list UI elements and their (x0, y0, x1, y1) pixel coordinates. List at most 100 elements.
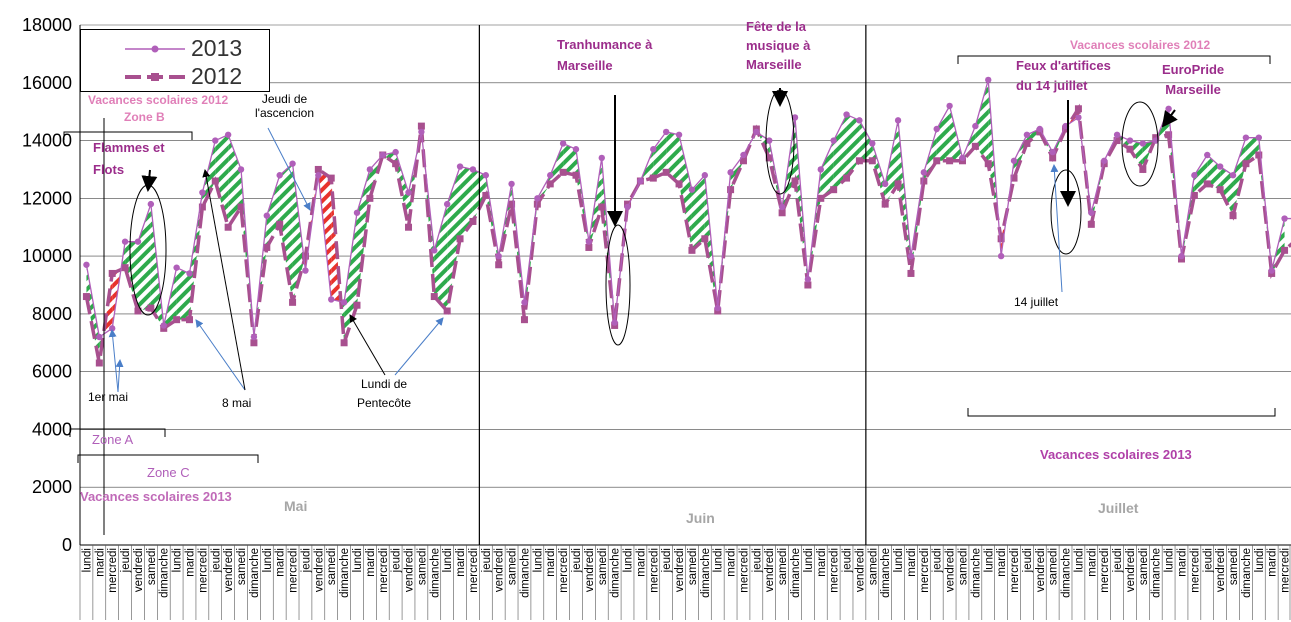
x-tick-label: mercredi (1280, 548, 1291, 593)
x-tick-label: mercredi (468, 548, 480, 593)
x-tick-label: mercredi (378, 548, 390, 593)
point-2012 (198, 203, 206, 211)
point-2013 (482, 172, 490, 179)
x-tick-label: vendredi (1215, 548, 1227, 592)
point-2012 (572, 171, 580, 179)
point-2013 (224, 131, 232, 138)
x-tick-label: dimanche (970, 548, 982, 598)
x-tick-label: mardi (726, 548, 738, 577)
x-tick-label: vendredi (854, 548, 866, 592)
increase-area (176, 267, 190, 320)
point-2012 (353, 301, 361, 309)
point-2012 (1190, 191, 1198, 199)
point-2013 (869, 140, 876, 147)
point-2013 (456, 163, 464, 170)
point-2013 (920, 169, 928, 176)
point-2013 (1010, 157, 1018, 164)
increase-area (975, 79, 989, 164)
x-tick-label: dimanche (339, 548, 351, 598)
point-2012 (276, 220, 284, 228)
x-tick-label: vendredi (1035, 548, 1047, 592)
y-tick-label: 18000 (22, 15, 72, 35)
x-tick-label: mercredi (919, 548, 931, 593)
point-2013 (1229, 172, 1237, 179)
point-2012 (830, 186, 838, 194)
point-2012 (1126, 145, 1134, 153)
point-2013 (366, 166, 374, 173)
point-2013 (289, 160, 296, 167)
x-tick-label: lundi (532, 548, 544, 572)
increase-area (1233, 137, 1246, 216)
point-2013 (907, 252, 915, 260)
annotation-jeudi-ascencion: Jeudi de l'ascencion (255, 92, 314, 121)
point-2012 (997, 235, 1005, 243)
point-2013 (598, 154, 605, 162)
annotation-flammes-et-flots: Flammes et Flots (93, 140, 165, 178)
point-2013 (328, 296, 335, 303)
point-2013 (83, 261, 90, 268)
arrow-8-mai-a (195, 319, 246, 391)
x-tick-label: jeudi (1022, 548, 1034, 573)
legend-item-2012: 2012 (81, 62, 269, 90)
bracket-vacances-2013 (967, 408, 1276, 417)
x-tick-label: lundi (983, 548, 995, 572)
point-2013 (431, 247, 438, 254)
point-2013 (753, 128, 760, 136)
point-2013 (714, 304, 721, 312)
point-2013 (405, 189, 412, 196)
legend-swatch-2012 (125, 73, 185, 81)
annotation-europride: EuroPride Marseille (1162, 62, 1225, 97)
x-tick-label: dimanche (159, 548, 171, 598)
point-2012 (933, 157, 941, 165)
x-tick-label: mardi (906, 548, 918, 577)
point-2013 (1281, 215, 1288, 222)
point-2013 (392, 148, 399, 156)
point-2013 (250, 333, 258, 341)
point-2013 (1023, 131, 1031, 138)
x-tick-label: mardi (94, 548, 106, 577)
x-tick-label: vendredi (313, 548, 325, 592)
annotation-fete-musique: Fête de la musique à Marseille (746, 19, 811, 72)
point-2013 (1216, 163, 1224, 170)
bracket-zone-a (69, 428, 166, 437)
y-tick-label: 12000 (22, 188, 72, 208)
annotation-14-juillet: 14 juillet (1014, 295, 1059, 309)
x-tick-label: lundi (803, 548, 815, 572)
point-2012 (482, 191, 490, 199)
arrow-europride (1161, 109, 1178, 128)
point-2013 (1113, 131, 1121, 138)
point-2013 (263, 212, 271, 219)
point-2012 (701, 235, 709, 243)
point-2013 (495, 252, 502, 260)
x-tick-label: vendredi (1125, 548, 1137, 592)
point-2012 (1087, 220, 1095, 228)
point-2012 (907, 269, 915, 277)
point-2013 (675, 131, 683, 138)
x-tick-label: mardi (185, 548, 197, 577)
point-2012 (727, 186, 735, 194)
bracket-zone-b (63, 131, 193, 140)
point-2012 (327, 174, 335, 182)
x-tick-label: dimanche (429, 548, 441, 598)
point-2012 (804, 281, 812, 289)
x-tick-label: lundi (893, 548, 905, 572)
x-tick-label: mercredi (738, 548, 750, 593)
point-2013 (959, 154, 966, 162)
x-tick-label: dimanche (249, 548, 261, 598)
month-dividers (478, 25, 867, 545)
point-2013 (1255, 134, 1262, 141)
point-2012 (817, 194, 825, 202)
point-2013 (212, 137, 219, 144)
x-tick-label: samedi (236, 548, 248, 585)
annotation-vacances-2013-right: Vacances scolaires 2013 (1040, 447, 1192, 462)
x-tick-label: dimanche (1061, 548, 1073, 598)
legend: 2013 2012 (80, 29, 270, 92)
x-tick-label: mardi (455, 548, 467, 577)
point-2012 (301, 252, 309, 260)
annotation-8-mai-label: 8 mai (222, 396, 252, 410)
x-tick-label: lundi (442, 548, 454, 572)
bracket-zone-c (77, 454, 259, 463)
x-tick-label: jeudi (120, 548, 132, 573)
point-2013 (585, 238, 593, 245)
point-2013 (1178, 252, 1185, 260)
